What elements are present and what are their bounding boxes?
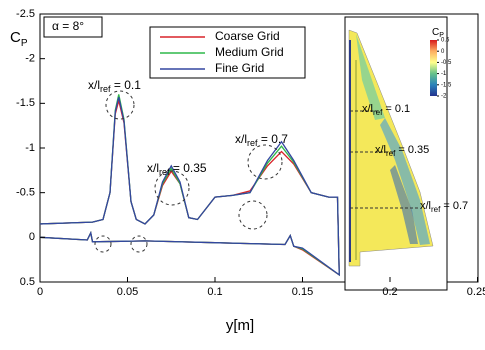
annotation-prefix: x/l bbox=[147, 161, 159, 175]
legend-label: Medium Grid bbox=[215, 45, 284, 59]
annotation-prefix: x/l bbox=[235, 132, 247, 146]
y-tick-label: -1.5 bbox=[16, 97, 35, 109]
y-tick-label: -1 bbox=[25, 142, 35, 154]
annotation-suffix: = 0.35 bbox=[170, 161, 207, 175]
cb-tick-label: -0.5 bbox=[441, 60, 452, 66]
annotation-prefix: x/l bbox=[375, 144, 386, 156]
annotation-prefix: x/l bbox=[420, 200, 431, 212]
cb-tick-label: -1 bbox=[441, 71, 447, 77]
x-tick-label: 0.05 bbox=[117, 286, 138, 298]
legend-label: Coarse Grid bbox=[215, 29, 280, 43]
annotation-sub: ref bbox=[100, 84, 111, 94]
annotation-prefix: x/l bbox=[362, 103, 373, 115]
x-tick-label: 0.25 bbox=[467, 286, 485, 298]
y-tick-label: -0.5 bbox=[16, 187, 35, 199]
legend-label: Fine Grid bbox=[215, 61, 264, 75]
cb-label-main: C bbox=[432, 27, 439, 38]
y-tick-label: -2.5 bbox=[16, 8, 35, 20]
x-tick-label: 0.15 bbox=[292, 286, 313, 298]
alpha-label: α = 8° bbox=[52, 19, 84, 33]
annotation-sub: ref bbox=[247, 138, 258, 148]
cb-tick-label: -1.5 bbox=[441, 82, 452, 88]
cb-tick-label: 0.5 bbox=[441, 38, 450, 44]
x-axis-label: y[m] bbox=[226, 317, 254, 334]
x-tick-label: 0.2 bbox=[382, 286, 397, 298]
y-label-sub: P bbox=[21, 38, 28, 49]
annotation-suffix: = 0.1 bbox=[382, 103, 410, 115]
x-tick-label: 0.1 bbox=[207, 286, 222, 298]
y-tick-label: -2 bbox=[25, 53, 35, 65]
x-tick-label: 0 bbox=[37, 286, 43, 298]
chart: Coarse Grid Medium Grid Fine Grid α = 8° C… bbox=[0, 0, 485, 345]
annotation: x/lref = 0.35 bbox=[147, 161, 207, 177]
annotation-suffix: = 0.7 bbox=[258, 132, 289, 146]
annotation-suffix: = 0.35 bbox=[395, 144, 429, 156]
annotation: x/lref = 0.7 bbox=[235, 132, 288, 148]
y-label-main: C bbox=[10, 29, 21, 46]
annotation-suffix: = 0.7 bbox=[440, 200, 468, 212]
cb-tick-label: -2 bbox=[441, 94, 447, 100]
y-axis-label: CP bbox=[10, 29, 28, 49]
annotation-prefix: x/l bbox=[88, 78, 100, 92]
y-tick-label: 0.5 bbox=[20, 276, 35, 288]
annotation: x/lref = 0.1 bbox=[88, 78, 141, 94]
annotation-suffix: = 0.1 bbox=[111, 78, 142, 92]
annotation-sub: ref bbox=[159, 167, 170, 177]
y-tick-label: 0 bbox=[29, 231, 35, 243]
